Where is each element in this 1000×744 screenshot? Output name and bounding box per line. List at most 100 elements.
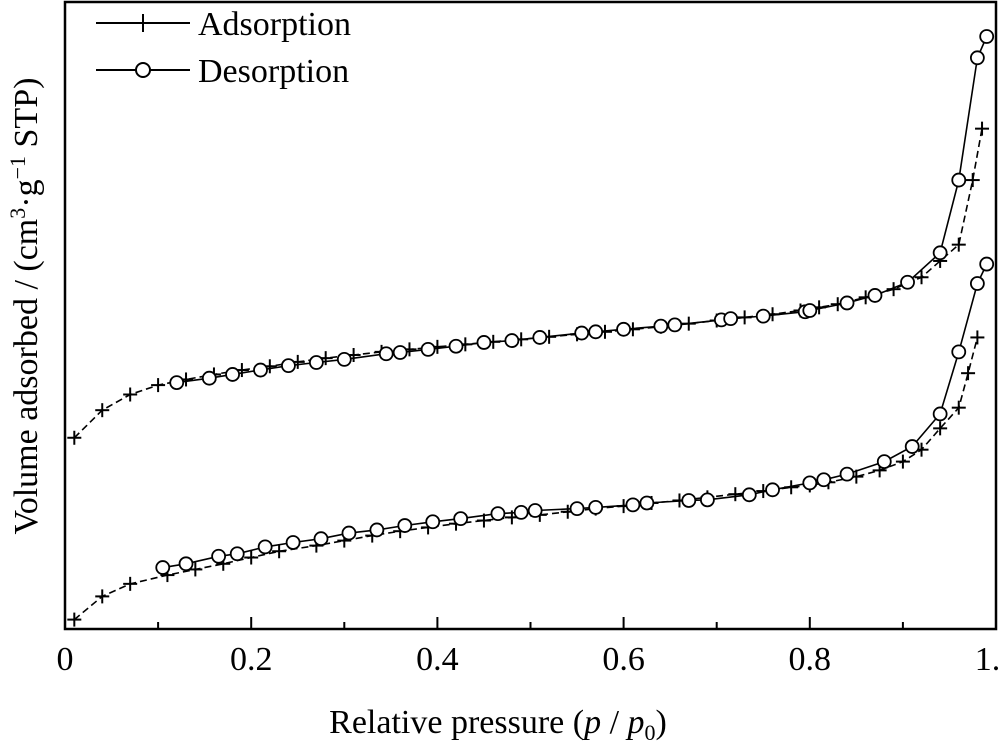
desorption-b-point [616,321,631,337]
desorption-a-point [490,506,506,522]
desorption-b-point [755,308,771,324]
desorption-a-point [285,535,301,550]
legend-desorption-swatch [96,62,190,78]
adsorption-a-point [933,421,948,436]
legend-adsorption-swatch [96,14,190,32]
y-axis-label: Volume adsorbed / (cm3·g−1 STP) [5,78,45,535]
x-tick-label: 0.2 [230,641,273,678]
plot-series-layer [67,29,995,627]
x-tick-label: 0.8 [789,641,832,678]
adsorption-b-point [67,430,82,445]
desorption-a-point [741,487,757,503]
desorption-a-point [802,475,818,491]
desorption-a-point [588,499,604,515]
desorption-a-point [932,406,948,422]
desorption-a-point [765,482,780,498]
desorption-b-point [588,324,604,340]
desorption-a-point [527,503,543,518]
adsorption-a-point [951,400,966,415]
adsorption-b-point [886,282,901,297]
desorption-a-point [453,511,469,527]
adsorption-a-point [728,487,743,502]
adsorption-a-point [67,612,82,627]
desorption-a-point [257,539,273,555]
desorption-a-point [876,454,892,469]
desorption-a-point [639,495,655,511]
desorption-b-point [900,274,915,290]
desorption-b-point [336,351,352,367]
legend: Adsorption Desorption [96,6,351,90]
desorption-a-point [951,344,967,360]
desorption-b-point [951,172,967,188]
desorption-a-point [816,472,832,488]
desorption-a-point [369,522,385,538]
adsorption-b-point [95,403,110,418]
desorption-a-point [979,256,995,272]
legend-desorption-label: Desorption [198,53,349,90]
adsorption-a-point [895,454,910,469]
adsorption-b-point [151,378,166,393]
adsorption-b-point [914,270,929,285]
desorption-b-point [476,335,492,350]
desorption-a-point [839,466,855,482]
x-tick-label: 0.6 [602,641,645,678]
desorption-b-point [667,317,683,333]
adsorption-a-point [95,589,110,604]
desorption-b-point [532,330,548,345]
plot-frame [63,0,998,631]
adsorption-b-point [975,121,990,136]
desorption-b-point [225,367,240,382]
x-axis-ticks: 0 0.2 0.4 0.6 0.8 1.0 [57,617,1000,678]
adsorption-a-point [784,480,799,495]
adsorption-b-point [681,316,696,331]
desorption-a-point [341,525,357,541]
adsorption-b-point [123,387,138,402]
desorption-a-point [178,556,194,572]
desorption-a-point [904,439,920,454]
desorption-b-point [253,362,268,378]
adsorption-a-point [476,513,491,528]
desorption-b-point [201,370,217,386]
desorption-b-point [723,311,739,327]
desorption-b-point [969,50,985,66]
desorption-b-point [979,29,995,44]
x-tick-label: 0 [57,641,74,678]
adsorption-a-point [272,544,287,559]
desorption-b-point [574,325,590,341]
x-tick-label: 0.4 [416,641,459,678]
desorption-a-point [211,548,227,564]
desorption-a-point [313,531,329,547]
adsorption-b-point [737,310,752,325]
desorption-b-point [932,245,948,261]
adsorption-b-point [965,173,980,188]
desorption-a-point [569,501,585,517]
desorption-a-point [397,518,413,533]
desorption-b-point [281,358,296,374]
desorption-a-point [681,493,697,508]
desorption-a-point [425,514,441,530]
adsorption-a-point [970,330,985,345]
x-axis-label: Relative pressure (p / p0) [329,704,667,744]
adsorption-b-line [73,128,983,439]
adsorption-b-point [951,237,966,252]
adsorption-a-point [244,550,259,565]
desorption-b-point [504,333,520,348]
desorption-b-point [867,288,883,303]
desorption-a-point [155,560,171,575]
desorption-a-point [699,492,715,508]
desorption-b-point [448,338,464,354]
x-tick-label: 1.0 [975,641,1000,678]
desorption-b-point [169,375,185,390]
desorption-b-point [392,345,408,360]
desorption-b-point [802,303,818,318]
desorption-a-point [513,504,529,520]
desorption-a-point [969,276,985,291]
adsorption-a-point [123,576,138,591]
desorption-a-point [625,497,641,513]
desorption-b-point [420,341,436,357]
desorption-a-point [229,546,245,562]
desorption-a-line [162,263,988,569]
legend-adsorption-label: Adsorption [198,6,351,43]
adsorption-a-point [961,366,976,381]
